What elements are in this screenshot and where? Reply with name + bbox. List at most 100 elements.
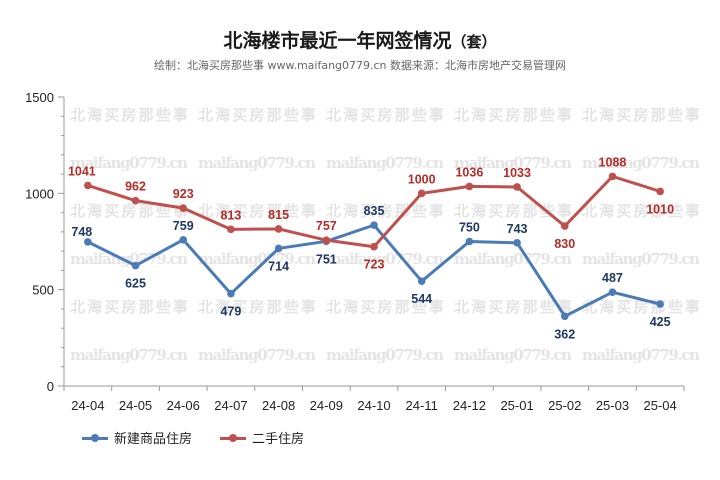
data-label-resale-homes: 1088 [599,155,627,169]
watermark-text: 北海买房那些事 [198,202,316,220]
watermark-text: 北海买房那些事 [198,298,316,316]
data-label-resale-homes: 1041 [68,164,96,178]
watermark-text: maifang0779.cn [454,346,572,364]
data-label-resale-homes: 1036 [455,165,483,179]
data-label-resale-homes: 830 [554,237,575,251]
x-tick-label: 24-09 [310,398,343,413]
data-point-new-homes [179,235,188,244]
data-label-resale-homes: 1010 [646,202,674,216]
data-point-new-homes [131,261,140,270]
data-point-resale-homes [179,204,188,212]
watermark-text: 北海买房那些事 [454,298,572,316]
data-point-new-homes [274,244,283,253]
data-label-layer: 748 625 759 479 714 751 835 544 750 743 362 487 425 1… [68,155,674,341]
data-point-resale-homes [84,181,92,190]
data-label-new-homes: 479 [220,305,241,319]
watermark-text: maifang0779.cn [70,346,188,364]
legend: 新建商品住房 二手住房 [82,428,304,447]
data-point-new-homes [227,289,235,298]
legend-item-resale-homes: 二手住房 [220,428,304,447]
watermark-text: maifang0779.cn [582,154,700,172]
data-label-new-homes: 544 [411,292,432,306]
watermark-text: 北海买房那些事 [582,202,700,220]
watermark-text: maifang0779.cn [326,154,444,172]
legend-label-resale-homes: 二手住房 [252,432,305,447]
watermark-text: 北海买房那些事 [70,202,188,220]
data-point-resale-homes [370,242,378,251]
x-tick-label: 25-01 [500,398,533,413]
data-label-resale-homes: 813 [220,208,241,222]
data-point-new-homes [513,239,521,247]
watermark-text: maifang0779.cn [326,346,444,364]
data-label-new-homes: 487 [602,271,623,285]
data-label-new-homes: 714 [268,259,289,273]
y-tick-label: 0 [47,379,54,394]
y-tick-label: 1000 [25,186,54,201]
data-label-new-homes: 759 [173,219,194,233]
y-tick-label: 1500 [25,90,54,105]
data-point-new-homes [417,277,426,285]
watermark-layer: 北海买房那些事 北海买房那些事 北海买房那些事 北海买房那些事 北海买房那些事maifa… [70,106,700,364]
data-label-new-homes: 425 [650,315,671,329]
chart-subtitle: 绘制：北海买房那些事 www.maifang0779.cn 数据来源：北海市房地… [153,59,567,72]
data-point-resale-homes [417,189,426,198]
legend-item-new-homes: 新建商品住房 [82,428,192,447]
data-label-resale-homes: 723 [364,258,385,272]
data-label-resale-homes: 1033 [503,166,531,180]
data-point-resale-homes [131,196,140,205]
data-label-new-homes: 362 [554,327,575,341]
watermark-text: 北海买房那些事 [582,298,700,316]
watermark-text: 北海买房那些事 [198,106,316,124]
watermark-text: 北海买房那些事 [454,106,572,124]
data-label-resale-homes: 962 [125,180,146,194]
data-point-new-homes [370,221,378,229]
watermark-text: 北海买房那些事 [70,298,188,316]
data-point-resale-homes [322,236,331,244]
data-label-resale-homes: 757 [316,219,337,233]
watermark-text: 北海买房那些事 [70,106,188,124]
chart-title-text: 北海楼市最近一年网签情况 [223,30,452,52]
data-label-new-homes: 743 [507,222,528,236]
series-layer [84,172,664,321]
data-point-resale-homes [274,225,283,233]
watermark-text: maifang0779.cn [198,250,316,268]
data-point-resale-homes [560,222,569,230]
watermark-text: 北海买房那些事 [326,202,444,220]
watermark-text: maifang0779.cn [326,250,444,268]
data-point-new-homes [608,288,617,296]
x-tick-label: 25-03 [596,398,629,413]
data-point-resale-homes [227,225,235,234]
data-point-new-homes [84,238,92,246]
data-label-resale-homes: 923 [173,187,194,201]
data-point-resale-homes [656,187,664,196]
watermark-text: maifang0779.cn [70,250,188,268]
data-label-new-homes: 751 [316,252,337,266]
x-tick-label: 25-04 [644,398,677,413]
watermark-text: 北海买房那些事 [326,106,444,124]
x-tick-label: 25-02 [548,398,581,413]
x-tick-label: 24-06 [167,398,200,413]
x-tick-label: 24-05 [119,398,152,413]
watermark-text: 北海买房那些事 [326,298,444,316]
data-point-new-homes [656,300,664,308]
chart-title: 北海楼市最近一年网签情况（套） [0,26,720,53]
watermark-text: maifang0779.cn [454,250,572,268]
data-point-resale-homes [513,183,521,191]
watermark-text: maifang0779.cn [198,346,316,364]
x-tick-label: 24-04 [71,398,104,413]
y-tick-label: 500 [32,283,54,298]
watermark-text: 北海买房那些事 [582,106,700,124]
watermark-text: maifang0779.cn [582,346,700,364]
legend-swatch-resale-homes [220,433,247,443]
x-tick-label: 24-07 [214,398,247,413]
data-label-resale-homes: 1000 [408,172,436,186]
data-point-resale-homes [465,182,474,191]
data-point-new-homes [465,237,474,246]
legend-label-new-homes: 新建商品住房 [114,432,193,447]
data-label-new-homes: 748 [71,225,92,239]
x-tick-label: 24-08 [262,398,295,413]
x-tick-label: 24-10 [357,398,390,413]
data-label-new-homes: 625 [125,277,146,291]
data-point-resale-homes [608,172,617,181]
